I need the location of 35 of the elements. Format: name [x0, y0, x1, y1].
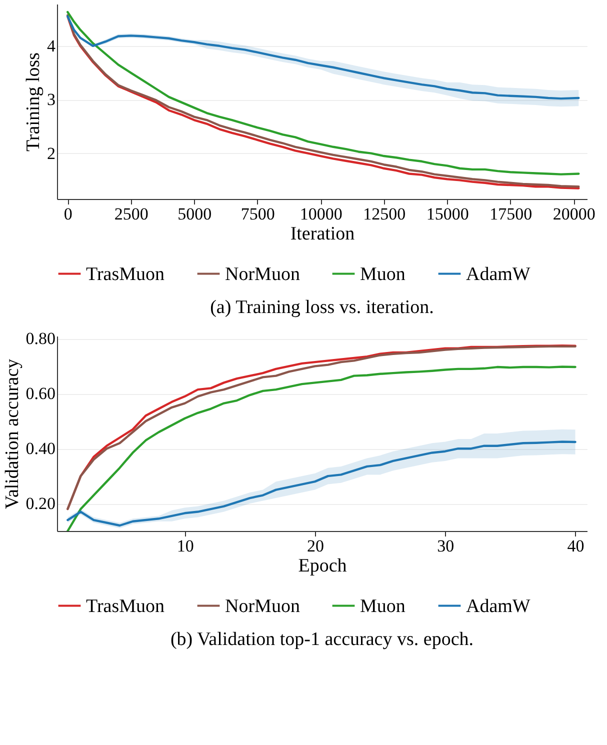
y-axis-title: Training loss: [23, 52, 44, 152]
x-tick-label: 10: [176, 536, 194, 556]
x-tick-label: 20000: [552, 204, 596, 224]
x-tick-label: 0: [64, 204, 72, 224]
x-tick-label: 17500: [490, 204, 532, 224]
x-tick-label: 30: [437, 536, 454, 556]
text: (b) Validation top-1 accuracy vs. epoch.: [170, 629, 474, 650]
x-tick-label: 15000: [426, 204, 469, 224]
legend-label: TrasMuon: [86, 596, 165, 617]
y-tick-label: 0.60: [26, 384, 56, 404]
x-tick-label: 7500: [240, 204, 275, 224]
y-tick-label: 0.40: [26, 439, 56, 458]
line-series: [66, 366, 576, 531]
x-tick-label: 2500: [114, 204, 148, 224]
y-tick-label: 0.20: [26, 494, 56, 514]
legend-label: Muon: [360, 264, 406, 285]
y-tick-label: 3: [47, 90, 56, 110]
y-tick-label: 2: [47, 144, 56, 163]
x-axis-title: Epoch: [298, 556, 348, 576]
legend-label: AdamW: [466, 264, 530, 285]
x-tick-label: 12500: [363, 204, 406, 224]
y-axis-title: Validation accuracy: [2, 358, 23, 510]
y-tick-label: 0.80: [26, 329, 56, 348]
legend-label: AdamW: [466, 596, 530, 617]
x-tick-label: 5000: [178, 204, 212, 224]
legend-label: NorMuon: [225, 596, 300, 617]
x-tick-label: 10000: [300, 204, 342, 224]
x-axis-title: Iteration: [290, 224, 356, 244]
x-tick-label: 40: [567, 536, 584, 556]
legend-label: NorMuon: [225, 264, 300, 285]
legend-label: Muon: [360, 596, 406, 617]
text: (a) Training loss vs. iteration.: [210, 297, 434, 318]
y-tick-label: 4: [47, 36, 56, 56]
legend-label: TrasMuon: [86, 264, 165, 285]
x-tick-label: 20: [306, 536, 324, 556]
